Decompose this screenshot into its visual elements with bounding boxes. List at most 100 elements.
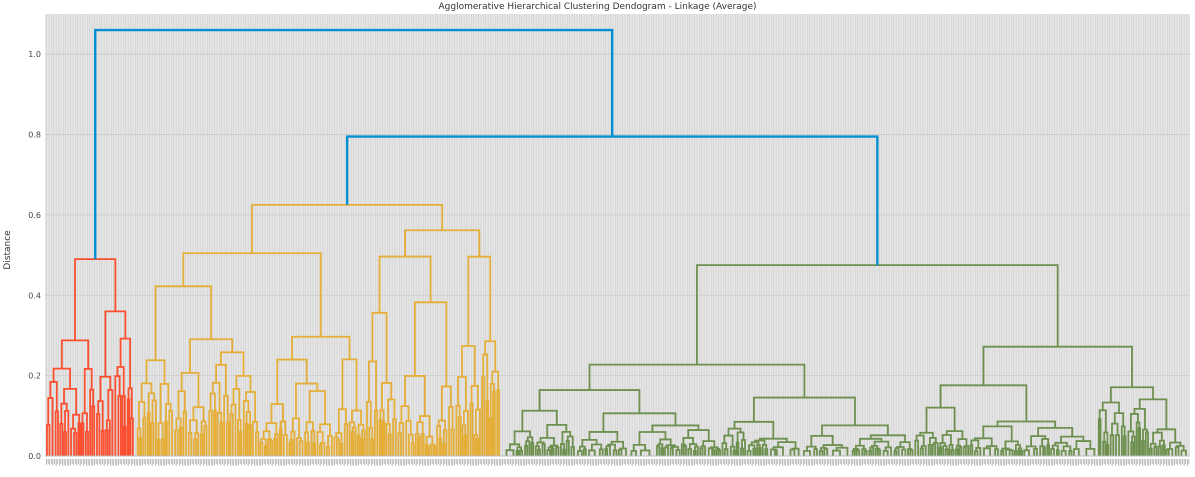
dendrogram-link xyxy=(72,413,81,429)
dendrogram-link xyxy=(1046,444,1051,456)
dendrogram-link xyxy=(441,443,446,456)
dendrogram-link xyxy=(835,446,849,456)
dendrogram-link xyxy=(702,440,716,448)
dendrogram-link xyxy=(461,424,467,456)
dendrogram-link xyxy=(104,429,109,456)
dendrogram-link xyxy=(117,394,122,456)
dendrogram-link xyxy=(1105,443,1110,456)
dendrogram-link xyxy=(219,421,224,456)
dendrogram-link xyxy=(1030,435,1047,447)
dendrogram-link xyxy=(1127,430,1135,456)
dendrogram-link xyxy=(1137,427,1142,456)
dendrogram-link xyxy=(1103,431,1109,445)
dendrogram-link xyxy=(54,410,59,456)
dendrogram-link xyxy=(308,390,326,425)
dendrogram-link xyxy=(318,444,323,456)
dendrogram-link xyxy=(986,445,998,450)
dendrogram-link xyxy=(700,445,706,456)
dendrogram-link xyxy=(244,422,249,456)
dendrogram-link xyxy=(278,427,283,456)
dendrogram-link xyxy=(741,439,746,456)
dendrogram-link xyxy=(89,388,95,456)
dendrogram-link xyxy=(909,449,914,456)
y-tick-label: 0.2 xyxy=(28,372,41,381)
dendrogram-link xyxy=(200,420,207,435)
dendrogram-link xyxy=(1115,434,1120,456)
dendrogram-link xyxy=(562,449,566,456)
dendrogram-link xyxy=(304,431,309,456)
dendrogram-link xyxy=(919,431,934,438)
dendrogram-link xyxy=(717,449,721,456)
dendrogram-link xyxy=(925,406,956,433)
dendrogram-link xyxy=(752,447,757,456)
dendrogram-link xyxy=(351,431,355,456)
dendrogram-link xyxy=(530,442,535,456)
chart-title: Agglomerative Hierarchical Clustering De… xyxy=(438,2,757,12)
dendrogram-link xyxy=(276,358,308,405)
dendrogram-link xyxy=(269,440,273,456)
dendrogram-link xyxy=(1013,449,1018,456)
y-tick-label: 0.0 xyxy=(28,452,41,461)
dendrogram-link xyxy=(555,446,560,456)
dendrogram-link xyxy=(1138,398,1168,430)
dendrogram-link xyxy=(1174,446,1180,456)
dendrogram-link xyxy=(70,427,77,456)
dendrogram-link xyxy=(467,255,492,347)
dendrogram-link xyxy=(764,448,769,456)
dendrogram-link xyxy=(901,448,907,456)
dendrogram-link xyxy=(509,443,521,451)
dendrogram-link xyxy=(789,448,796,456)
x-tick-labels xyxy=(46,459,1190,466)
dendrogram-link xyxy=(733,420,775,439)
dendrogram-link xyxy=(732,449,737,456)
dendrogram-link xyxy=(154,285,213,361)
dendrogram-link xyxy=(1055,449,1060,456)
dendrogram-link xyxy=(772,446,784,456)
dendrogram-link xyxy=(387,433,392,456)
dendrogram-link xyxy=(180,372,200,408)
dendrogram-link xyxy=(577,450,583,456)
dendrogram-link xyxy=(116,366,125,397)
dendrogram-link xyxy=(140,382,153,402)
dendrogram-link xyxy=(1001,447,1010,451)
dendrogram-link xyxy=(632,443,647,451)
dendrogram-link xyxy=(521,409,558,432)
dendrogram-link xyxy=(252,420,259,456)
dendrogram-link xyxy=(1122,435,1127,456)
dendrogram-link xyxy=(73,432,78,456)
dendrogram-link xyxy=(245,391,256,422)
dendrogram-link xyxy=(254,431,260,456)
dendrogram-link xyxy=(1102,440,1107,456)
dendrogram-link xyxy=(612,449,618,456)
dendrogram-link xyxy=(588,363,806,398)
dendrogram-link xyxy=(63,387,78,415)
dendrogram-link xyxy=(305,441,310,456)
dendrogram-link xyxy=(484,340,497,372)
dendrogram-link xyxy=(657,443,664,449)
dendrogram-link xyxy=(1162,444,1166,456)
dendrogram-link xyxy=(463,434,467,456)
dendrogram-link xyxy=(164,420,168,456)
dendrogram-link xyxy=(982,345,1133,388)
dendrogram-link xyxy=(424,443,429,456)
dendrogram-link xyxy=(436,424,442,456)
dendrogram-link xyxy=(682,445,687,456)
dendrogram-link xyxy=(810,434,834,447)
dendrogram-link xyxy=(259,441,264,456)
dendrogram-link xyxy=(339,442,344,456)
dendrogram-link xyxy=(516,446,522,451)
dendrogram-link xyxy=(97,400,104,431)
dendrogram-link xyxy=(566,435,574,447)
dendrogram-link xyxy=(267,438,272,456)
dendrogram-link xyxy=(248,424,252,456)
dendrogram-link xyxy=(230,403,237,456)
dendrogram-link xyxy=(721,442,728,456)
dendrogram-link xyxy=(147,392,156,413)
dendrogram-link xyxy=(482,353,489,402)
dendrogram-link xyxy=(1144,431,1149,456)
dendrogram-link xyxy=(823,448,829,456)
dendrogram-link xyxy=(52,367,71,389)
dendrogram-link xyxy=(416,421,424,435)
dendrogram-link xyxy=(223,394,229,456)
